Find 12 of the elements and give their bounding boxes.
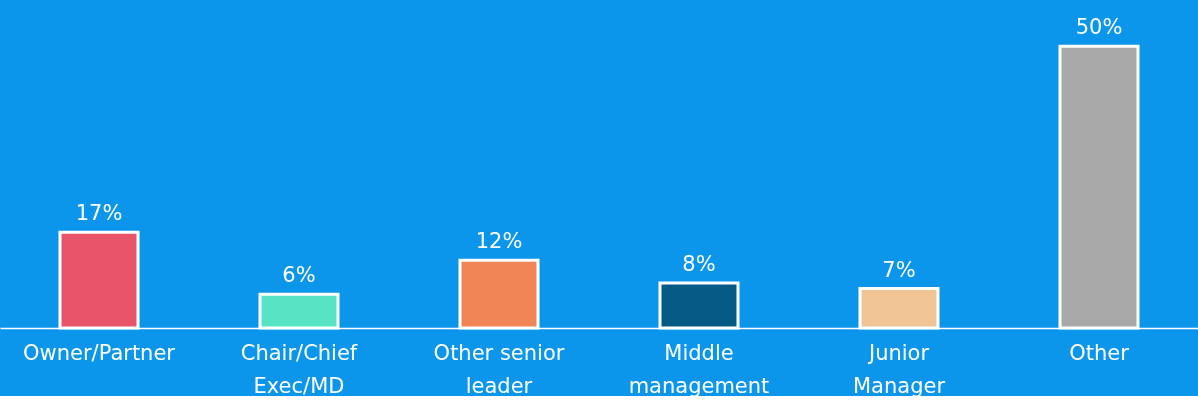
data-label: 12% (475, 229, 523, 254)
data-label: 6% (282, 263, 316, 288)
x-tick-label: Middle management (628, 340, 770, 398)
data-label: 7% (882, 257, 916, 282)
x-tick-label: Owner/Partner (23, 340, 176, 365)
x-tick-label: Junior Manager (852, 340, 946, 398)
x-tick-label: Other (1069, 340, 1130, 365)
x-tick-label: Other senior leader (433, 340, 565, 398)
data-label: 8% (682, 251, 716, 276)
data-label: 50% (1075, 15, 1123, 40)
x-tick-label: Chair/Chief Exec/MD (240, 340, 358, 398)
data-label: 17% (75, 201, 123, 226)
